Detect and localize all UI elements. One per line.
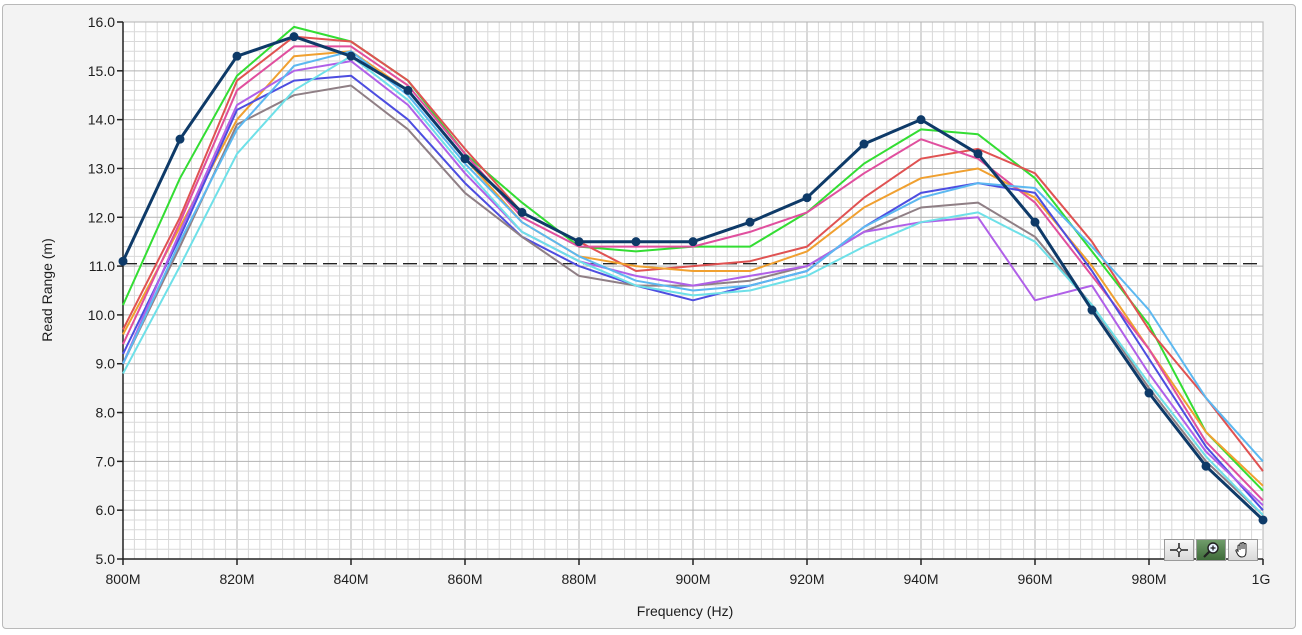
magnifier-plus-icon	[1203, 542, 1219, 558]
series-point[interactable]	[1087, 305, 1097, 315]
graph-palette	[1164, 539, 1258, 561]
series-point[interactable]	[1030, 217, 1040, 227]
series-point[interactable]	[973, 149, 983, 159]
y-tick-label: 11.0	[89, 258, 115, 274]
series-point[interactable]	[118, 256, 128, 266]
series-line-9[interactable]	[122, 50, 1264, 463]
x-tick-label: 840M	[333, 571, 368, 587]
x-axis-title: Frequency (Hz)	[637, 603, 733, 619]
series-line-8[interactable]	[122, 55, 1264, 516]
series-point[interactable]	[346, 51, 356, 61]
y-tick-label: 8.0	[96, 405, 116, 421]
x-tick-label: 940M	[903, 571, 938, 587]
series-point[interactable]	[175, 134, 185, 144]
zoom-tool-button[interactable]	[1196, 539, 1226, 561]
series-point[interactable]	[859, 139, 869, 149]
tick-labels: 5.0 6.0 7.0 8.0 9.0 10.0 11.0 12.0 13.0 14.0 15.0 1…	[88, 14, 1271, 587]
x-tick-label: 1G	[1252, 571, 1271, 587]
y-tick-label: 14.0	[88, 112, 115, 128]
series-line-2[interactable]	[122, 35, 1264, 472]
series-line-4[interactable]	[122, 45, 1264, 502]
series-point[interactable]	[289, 32, 299, 42]
series-point[interactable]	[517, 207, 527, 217]
pan-tool-button[interactable]	[1228, 539, 1258, 561]
x-tick-label: 880M	[561, 571, 596, 587]
y-axis-title: Read Range (m)	[39, 238, 55, 342]
series-group	[118, 25, 1268, 525]
hand-icon	[1235, 541, 1247, 558]
series-point[interactable]	[631, 237, 641, 247]
series-point[interactable]	[232, 51, 242, 61]
series-point[interactable]	[745, 217, 755, 227]
series-point[interactable]	[1201, 461, 1211, 471]
x-tick-label: 800M	[105, 571, 140, 587]
series-line-7[interactable]	[122, 60, 1264, 507]
cursor-move-tool-button[interactable]	[1164, 539, 1194, 561]
x-tick-label: 980M	[1131, 571, 1166, 587]
y-tick-label: 6.0	[96, 502, 116, 518]
x-tick-label: 820M	[219, 571, 254, 587]
y-tick-label: 13.0	[88, 160, 115, 176]
y-tick-label: 15.0	[88, 63, 115, 79]
series-point[interactable]	[460, 154, 470, 164]
series-point[interactable]	[403, 85, 413, 95]
y-tick-label: 10.0	[88, 307, 115, 323]
axes	[117, 21, 1264, 565]
series-point[interactable]	[802, 193, 812, 203]
series-point[interactable]	[1144, 388, 1154, 398]
x-tick-label: 960M	[1017, 571, 1052, 587]
y-tick-label: 16.0	[88, 14, 115, 30]
y-tick-label: 7.0	[96, 453, 116, 469]
grid	[122, 21, 1264, 560]
series-point[interactable]	[916, 115, 926, 125]
x-tick-label: 860M	[447, 571, 482, 587]
series-point[interactable]	[574, 237, 584, 247]
y-tick-label: 5.0	[96, 551, 116, 567]
series-point[interactable]	[1258, 515, 1268, 525]
series-point[interactable]	[688, 237, 698, 247]
y-tick-label: 9.0	[96, 356, 116, 372]
crosshair-icon	[1170, 543, 1188, 557]
y-tick-label: 12.0	[88, 209, 115, 225]
x-tick-label: 900M	[675, 571, 710, 587]
x-tick-label: 920M	[789, 571, 824, 587]
